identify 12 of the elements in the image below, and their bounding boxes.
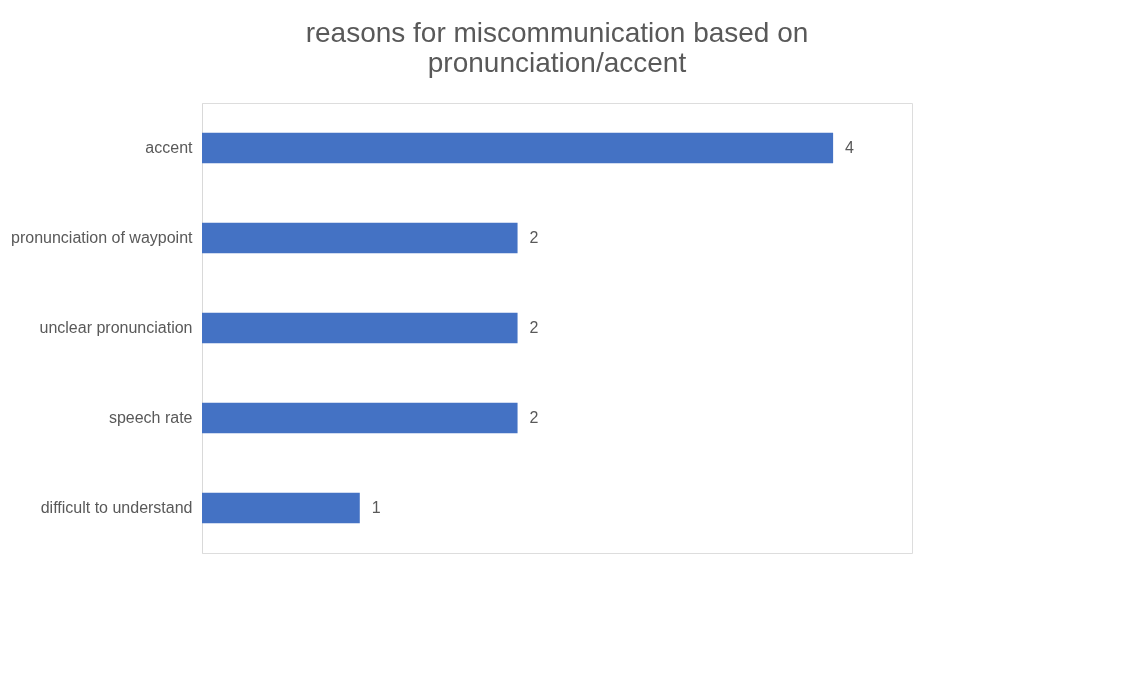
y-tick-label: difficult to understand [40,499,193,516]
y-tick-label: unclear pronunciation [39,319,193,336]
y-tick-label: speech rate [108,409,193,426]
text: pronunciation/accent [427,47,687,78]
data-label: 4 [845,139,855,156]
data-label: 2 [529,409,539,426]
y-tick-label: accent [145,139,194,156]
data-label: 2 [529,229,539,246]
data-label: 1 [371,499,381,516]
text: reasons for miscommunication based on [305,17,809,48]
y-tick-label: pronunciation of waypoint [11,229,194,246]
data-label: 2 [529,319,539,336]
